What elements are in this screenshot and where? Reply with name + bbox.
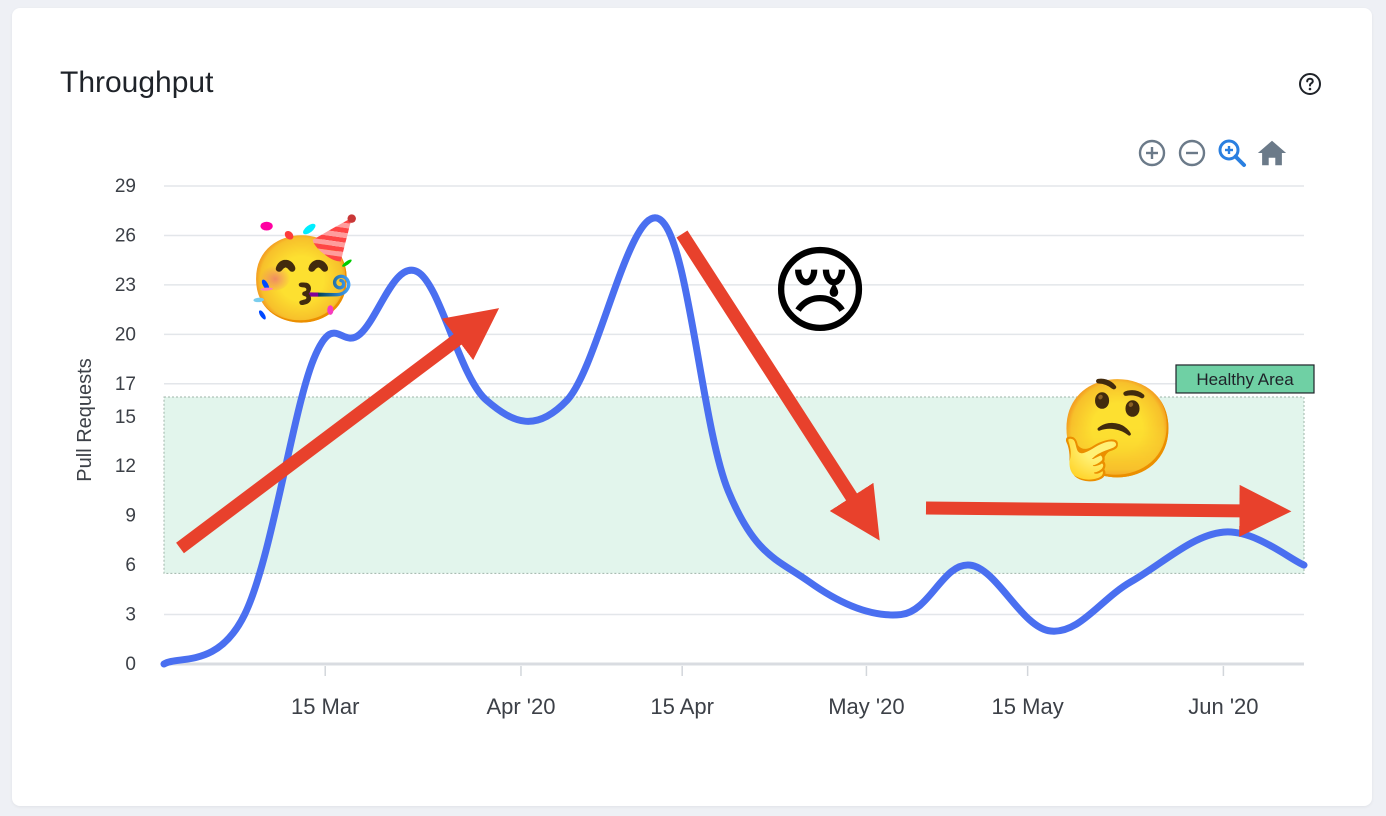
y-tick-label: 29	[115, 176, 136, 197]
help-icon[interactable]	[1298, 72, 1322, 96]
zoom-in-icon[interactable]	[1136, 137, 1168, 169]
y-tick-label: 20	[115, 324, 136, 345]
trend-arrow-up	[176, 308, 500, 554]
y-tick-label: 0	[125, 654, 136, 675]
y-tick-label: 23	[115, 275, 136, 296]
series-line-layer	[160, 214, 1308, 668]
y-tick-label: 9	[125, 506, 136, 527]
y-tick-label: 6	[125, 555, 136, 576]
y-axis-label: Pull Requests	[74, 358, 96, 481]
zoom-out-icon[interactable]	[1176, 137, 1208, 169]
x-tick-label: Jun '20	[1188, 694, 1258, 719]
series-line	[160, 214, 1308, 668]
trend-arrow-down	[676, 230, 880, 541]
x-tick-label: 15 May	[992, 694, 1064, 719]
y-tick-label: 3	[125, 605, 136, 626]
y-tick-label: 12	[115, 456, 136, 477]
y-tick-label: 15	[115, 407, 136, 428]
thinking-face-emoji: 🤔	[1058, 376, 1178, 483]
healthy-area-band: Healthy Area	[163, 364, 1315, 574]
x-tick-label: May '20	[828, 694, 904, 719]
healthy-area-rect	[163, 396, 1305, 574]
sad-face-emoji: 😢	[770, 238, 870, 345]
axes: 0 3 6 9 12 15 17 20 23 26 29 Pull Requests 15 Mar Apr…	[74, 176, 1259, 719]
y-tick-label: 17	[115, 374, 136, 395]
healthy-area-label: Healthy Area	[1196, 370, 1294, 389]
x-tick-label: Apr '20	[486, 694, 555, 719]
zoom-select-icon[interactable]	[1216, 137, 1248, 169]
x-tick-label: 15 Apr	[650, 694, 714, 719]
party-face-emoji: 🥳	[242, 212, 362, 323]
y-tick-label: 26	[115, 225, 136, 246]
annotations: 🥳 😢 🤔	[176, 212, 1292, 554]
healthy-area-label-box	[1175, 364, 1315, 394]
reset-home-icon[interactable]	[1256, 137, 1288, 169]
x-tick-label: 15 Mar	[291, 694, 359, 719]
card-title: Throughput	[60, 66, 214, 99]
trend-arrow-flat	[925, 484, 1292, 537]
chart-toolbar	[1136, 136, 1288, 170]
